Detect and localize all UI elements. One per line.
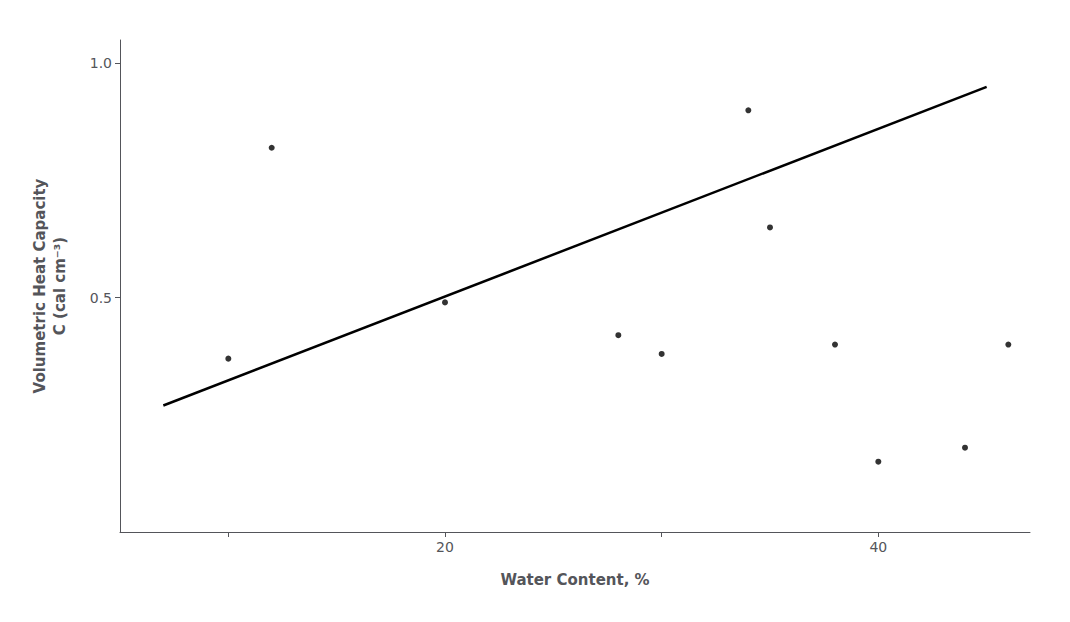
- svg-text:Volumetric Heat Capacity: Volumetric Heat Capacity: [31, 178, 49, 393]
- svg-text:0.5: 0.5: [90, 290, 112, 306]
- svg-text:C (cal cm⁻³): C (cal cm⁻³): [51, 237, 69, 335]
- svg-text:Water Content, %: Water Content, %: [500, 571, 649, 589]
- svg-text:40: 40: [869, 539, 887, 555]
- svg-text:1.0: 1.0: [90, 55, 112, 71]
- svg-text:20: 20: [436, 539, 454, 555]
